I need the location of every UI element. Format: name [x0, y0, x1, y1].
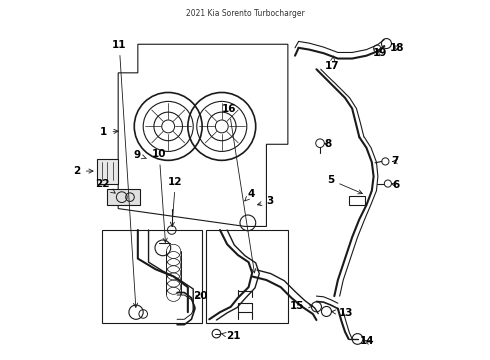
Text: 12: 12 [168, 177, 183, 226]
Text: 9: 9 [134, 150, 146, 160]
Text: 20: 20 [193, 291, 207, 301]
Text: 4: 4 [245, 189, 255, 201]
Text: 21: 21 [221, 331, 241, 341]
Text: 15: 15 [290, 301, 313, 311]
Text: 6: 6 [392, 180, 399, 190]
Text: 17: 17 [324, 56, 339, 71]
Polygon shape [107, 189, 140, 205]
Text: 2021 Kia Sorento Turbocharger: 2021 Kia Sorento Turbocharger [186, 9, 304, 18]
Text: 7: 7 [392, 157, 399, 166]
Text: 8: 8 [324, 139, 332, 149]
Text: 5: 5 [327, 175, 362, 194]
Text: 3: 3 [258, 197, 273, 206]
Text: 13: 13 [332, 308, 353, 318]
Bar [348, 196, 365, 205]
Text: 22: 22 [95, 179, 115, 193]
Polygon shape [97, 158, 118, 184]
Text: 11: 11 [112, 40, 138, 307]
Text: 14: 14 [360, 337, 374, 346]
Text: 18: 18 [390, 43, 405, 53]
Text: 16: 16 [221, 104, 256, 273]
Text: 10: 10 [152, 149, 167, 242]
Text: 19: 19 [373, 48, 387, 58]
Text: 1: 1 [100, 127, 118, 137]
Text: 2: 2 [74, 166, 93, 176]
